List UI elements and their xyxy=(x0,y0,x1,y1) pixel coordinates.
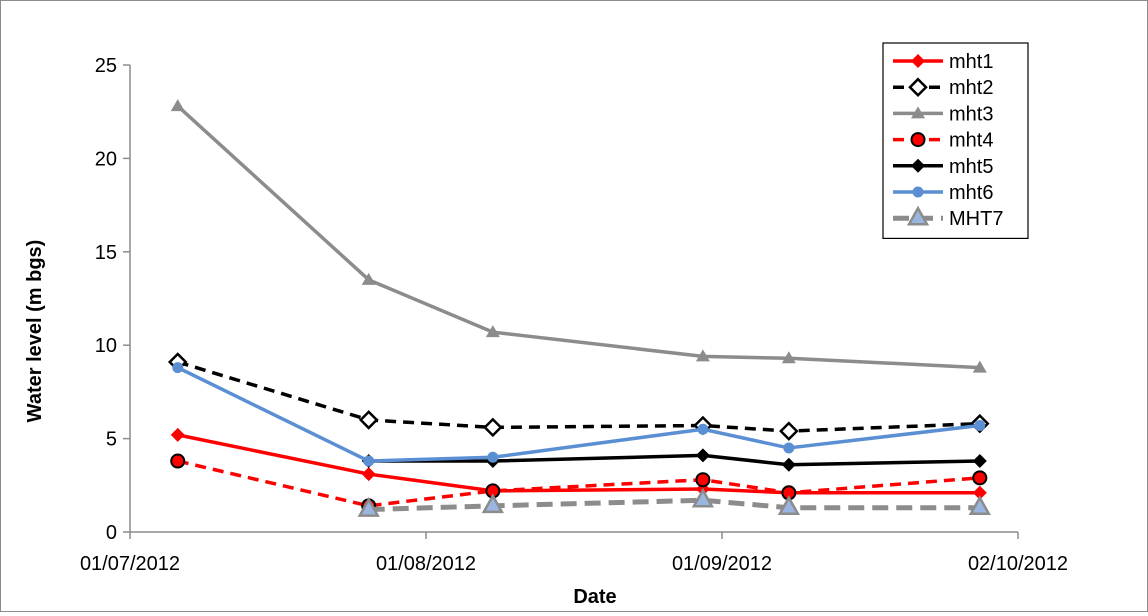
legend-label: mht5 xyxy=(949,156,993,178)
data-point-mht1 xyxy=(972,485,987,500)
data-point-mht7 xyxy=(691,487,715,508)
series-mht7 xyxy=(357,487,991,517)
data-point-mht3 xyxy=(170,99,185,112)
data-point-mht3 xyxy=(695,349,710,362)
legend-label: mht2 xyxy=(949,77,993,99)
legend-entry-mht3: mht3 xyxy=(893,103,993,125)
legend-label: mht1 xyxy=(949,51,993,73)
y-tick-label: 25 xyxy=(95,55,117,77)
y-tick-label: 20 xyxy=(95,148,117,170)
legend-label: mht3 xyxy=(949,103,993,125)
legend-label: MHT7 xyxy=(949,208,1003,230)
series-line-mht2 xyxy=(177,360,980,433)
x-axis-title: Date xyxy=(573,586,616,608)
series-mht3 xyxy=(170,99,987,373)
data-point-mht2 xyxy=(779,421,799,441)
data-point-mht1 xyxy=(170,427,185,442)
legend-entry-mht6: mht6 xyxy=(893,182,993,204)
data-point-mht7 xyxy=(777,495,800,515)
data-point-mht6 xyxy=(783,442,795,454)
data-point-mht7 xyxy=(357,497,380,517)
legend-entry-mht7: MHT7 xyxy=(893,205,1003,230)
legend-entry-mht4: mht4 xyxy=(893,130,993,152)
legend-marker xyxy=(910,132,926,148)
y-tick-label: 5 xyxy=(106,429,117,451)
data-point-mht6 xyxy=(363,455,375,467)
legend-marker xyxy=(911,106,925,119)
data-point-mht3 xyxy=(972,360,987,373)
legend-label: mht4 xyxy=(949,130,993,152)
data-point-mht6 xyxy=(172,362,184,374)
series-mht2 xyxy=(167,352,990,441)
data-point-mht4 xyxy=(972,470,988,486)
x-tick-label: 01/07/2012 xyxy=(80,553,180,575)
data-point-mht6 xyxy=(697,423,709,435)
data-point-mht5 xyxy=(972,454,987,469)
data-point-mht6 xyxy=(974,420,986,432)
series-line-mht1 xyxy=(177,433,980,495)
x-tick-label: 01/08/2012 xyxy=(376,553,476,575)
x-tick-label: 01/09/2012 xyxy=(672,553,772,575)
data-point-mht1 xyxy=(361,467,376,482)
data-point-mht3 xyxy=(361,272,376,285)
legend-entry-mht5: mht5 xyxy=(893,156,993,178)
data-point-mht7 xyxy=(968,495,991,515)
legend-marker xyxy=(908,77,928,97)
series-line-mht3 xyxy=(176,104,980,370)
data-point-mht2 xyxy=(483,417,503,438)
series-mht6 xyxy=(172,362,986,467)
series-line-mht6 xyxy=(176,366,981,463)
data-point-mht3 xyxy=(485,325,500,338)
data-point-mht4 xyxy=(170,453,186,469)
data-point-mht5 xyxy=(695,448,710,463)
legend-entry-mht2: mht2 xyxy=(893,77,993,99)
data-point-mht4 xyxy=(695,472,711,488)
data-point-mht5 xyxy=(781,457,796,472)
y-tick-label: 10 xyxy=(95,335,117,357)
legend-box xyxy=(882,42,1029,239)
series-line-mht7 xyxy=(368,497,980,513)
y-axis-title: Water level (m bgs) xyxy=(24,240,46,423)
y-tick-label: 15 xyxy=(95,242,117,264)
x-tick-label: 02/10/2012 xyxy=(968,553,1068,575)
legend-marker xyxy=(912,186,924,198)
data-point-mht3 xyxy=(781,351,796,364)
series-line-mht4 xyxy=(177,459,980,508)
y-tick-label: 0 xyxy=(106,522,117,544)
legend-marker xyxy=(911,158,925,173)
legend-marker xyxy=(906,205,930,226)
data-point-mht6 xyxy=(487,451,499,463)
legend-entry-mht1: mht1 xyxy=(893,51,993,73)
legend-label: mht6 xyxy=(949,182,993,204)
data-point-mht2 xyxy=(358,410,379,430)
data-point-mht7 xyxy=(481,493,504,514)
legend-marker xyxy=(911,54,925,68)
